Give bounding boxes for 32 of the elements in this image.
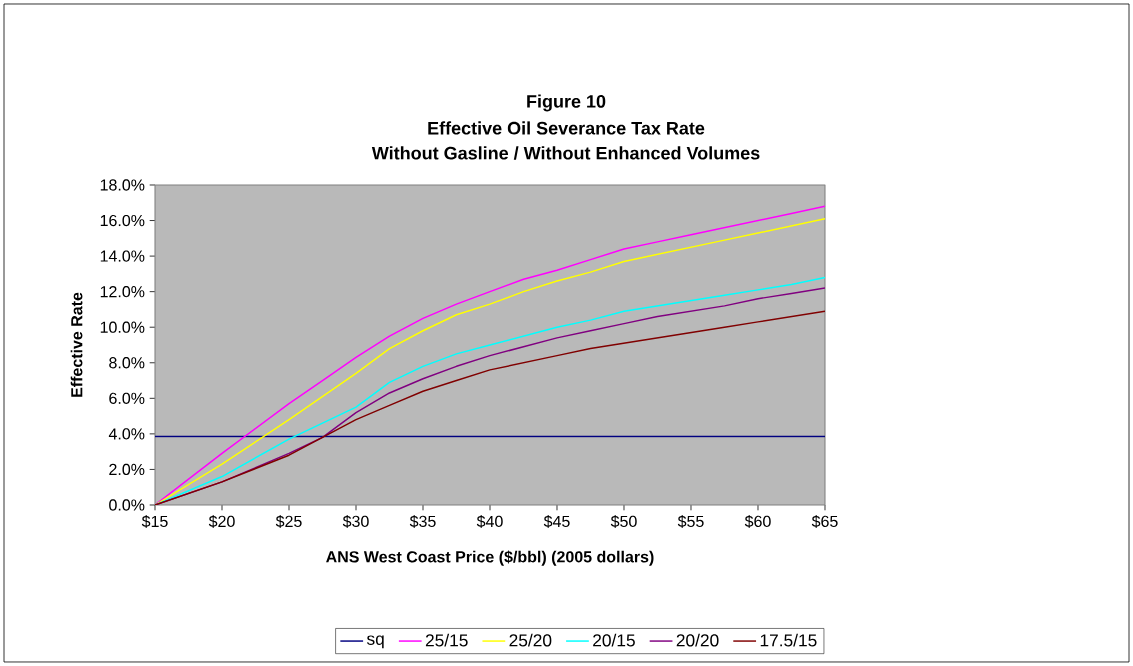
- legend-label: 20/15: [593, 633, 635, 647]
- y-tick-label: 18.0%: [100, 179, 145, 191]
- x-tick-label: $55: [677, 515, 704, 528]
- y-tick-label: 8.0%: [109, 357, 145, 369]
- chart-subtitle: Effective Oil Severance Tax Rate: [428, 121, 705, 135]
- legend-label: 25/15: [425, 633, 468, 647]
- legend-label: sq: [366, 635, 384, 649]
- x-tick-label: $15: [141, 515, 168, 528]
- y-axis-title: Effective Rate: [70, 292, 83, 397]
- legend-label: 20/20: [676, 633, 719, 647]
- y-tick-label: 14.0%: [100, 250, 145, 262]
- x-tick-label: $30: [342, 515, 369, 528]
- y-tick-label: 12.0%: [100, 286, 145, 298]
- y-tick-label: 6.0%: [109, 392, 145, 404]
- x-tick-label: $65: [811, 515, 838, 528]
- y-tick-label: 4.0%: [108, 428, 145, 440]
- chart-title: Figure 10: [527, 94, 606, 112]
- x-tick-label: $40: [476, 515, 503, 528]
- y-tick-label: 2.0%: [109, 463, 145, 476]
- y-tick-label: 10.0%: [100, 321, 145, 333]
- x-tick-label: $60: [744, 515, 771, 528]
- legend-label: 17.5/15: [760, 633, 817, 647]
- x-tick-label: $35: [409, 515, 436, 528]
- x-tick-label: $25: [275, 515, 302, 528]
- x-tick-label: $20: [208, 515, 235, 528]
- text: Without Gasline / Without Enhanced Volumes: [371, 146, 760, 160]
- x-tick-label: $50: [610, 515, 637, 528]
- x-tick-label: $45: [543, 515, 570, 528]
- y-tick-label: 0.0%: [109, 499, 145, 511]
- legend-label: 25/20: [509, 633, 552, 647]
- x-axis-title: ANS West Coast Price ($/bbl) (2005 dollars): [326, 550, 654, 566]
- y-tick-label: 16.0%: [100, 214, 145, 227]
